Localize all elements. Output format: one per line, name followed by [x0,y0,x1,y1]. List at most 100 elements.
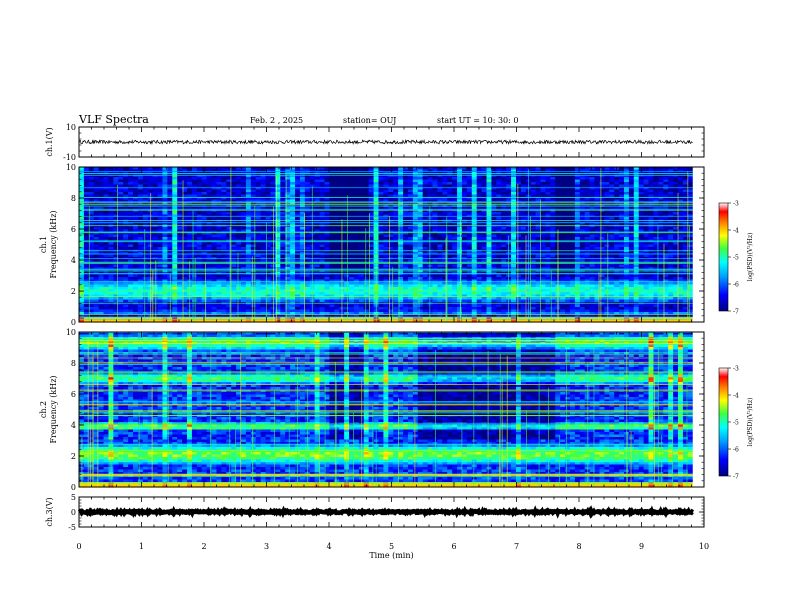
spectrogram-cell [255,227,262,231]
spectrogram-cell [299,292,306,296]
spectrogram-cell [241,222,247,226]
spectrogram-cell [93,179,100,183]
spectrogram-cell [299,242,306,246]
spectrogram-cell [231,264,237,268]
spectrogram-cell [88,234,95,238]
spectrogram-cell [314,307,321,311]
spectrogram-cell [304,297,311,301]
spectrogram-cell [201,219,208,223]
spectrogram-cell [128,187,134,191]
spectrogram-cell [191,179,198,183]
spectrogram-cell [113,202,119,206]
spectrogram-cell [162,297,168,301]
spectrogram-cell [304,317,311,321]
spectrogram-cell [329,264,335,268]
spectrogram-cell [221,232,227,236]
spectrogram-cell [98,312,105,316]
spectrogram-cell [299,212,306,216]
spectrogram-cell [79,307,85,311]
spectrogram-cell [241,219,247,223]
spectrogram-cell [196,174,203,178]
spectrogram-cell [231,282,237,286]
spectrogram-cell [285,267,291,271]
spectrogram-cell [295,187,301,191]
spectrogram-cell [162,217,168,221]
spectrogram-cell [353,317,360,321]
spectrogram-cell [344,237,350,241]
spectrogram-cell [128,192,134,196]
spectrogram-cell [211,179,218,183]
spectrogram-cell [334,304,340,308]
spectrogram-cell [299,274,306,278]
spectrogram-cell [285,192,291,196]
spectrogram-cell [201,299,208,303]
spectrogram-cell [177,304,183,308]
spectrogram-cell [152,207,159,211]
spectrogram-cell [334,264,340,268]
spectrogram-cell [226,282,232,286]
spectrogram-cell [221,237,227,241]
spectrogram-cell [270,187,276,191]
spectrogram-cell [182,167,188,171]
spectrogram-cell [142,242,149,246]
spectrogram-cell [201,319,208,323]
spectrogram-cell [314,319,321,323]
spectrogram-cell [304,174,311,178]
spectrogram-cell [329,277,335,281]
spectrogram-cell [206,247,213,251]
spectrogram-cell [123,312,129,316]
spectrogram-cell [103,294,110,298]
spectrogram-cell [206,187,213,191]
spectrogram-cell [133,254,139,258]
spectrogram-cell [133,202,139,206]
spectrogram-cell [133,234,139,238]
spectrogram-cell [275,229,281,233]
spectrogram-cell [206,294,213,298]
spectrogram-cell [226,254,232,258]
spectrogram-cell [226,312,232,316]
spectrogram-cell [319,192,326,196]
spectrogram-cell [221,307,227,311]
spectrogram-cell [231,242,237,246]
spectrogram-cell [152,247,159,251]
spectrogram-cell [221,219,227,223]
spectrogram-cell [142,312,149,316]
spectrogram-cell [349,307,355,311]
spectrogram-cell [344,232,350,236]
spectrogram-cell [319,264,326,268]
spectrogram-cell [118,299,124,303]
spectrogram-cell [241,307,247,311]
spectrogram-cell [353,194,360,198]
spectrogram-cell [88,189,95,193]
spectrogram-cell [137,212,144,216]
spectrogram-cell [128,179,134,183]
spectrogram-cell [157,192,164,196]
spectrogram-cell [123,192,129,196]
spectrogram-cell [324,319,331,323]
spectrogram-cell [314,229,321,233]
spectrogram-cell [241,174,247,178]
spectrogram-cell [290,217,296,221]
spectrogram-cell [191,199,198,203]
spectrogram-cell [182,317,188,321]
spectrogram-cell [137,312,144,316]
spectrogram-cell [250,199,257,203]
spectrogram-cell [137,202,144,206]
spectrogram-cell [304,167,311,171]
spectrogram-cell [241,314,247,318]
spectrogram-cell [83,177,90,181]
spectrogram-cell [128,237,134,241]
spectrogram-cell [118,274,124,278]
spectrogram-cell [187,189,193,193]
y-tick-label: -10 [63,153,76,162]
spectrogram-cell [103,222,110,226]
spectrogram-cell [182,207,188,211]
spectrogram-cell [314,189,321,193]
spectrogram-cell [236,184,242,188]
spectrogram-cell [295,287,301,291]
spectrogram-cell [353,219,360,223]
spectrogram-cell [108,234,114,238]
spectrogram-cell [280,299,286,303]
spectrogram-cell [329,199,335,203]
spectrogram-cell [196,284,203,288]
